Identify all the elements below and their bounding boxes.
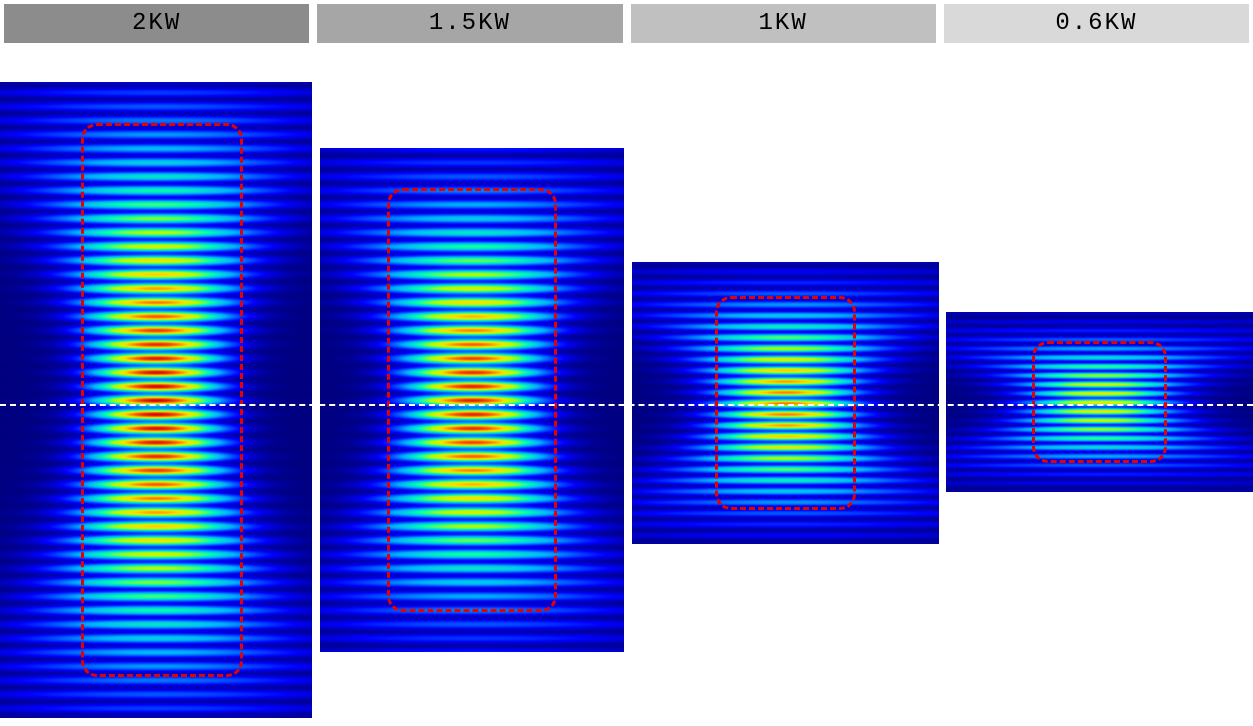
- field-canvas-3: [946, 312, 1253, 492]
- header-cell-0: 2KW: [4, 4, 309, 43]
- header-cell-3: 0.6KW: [944, 4, 1249, 43]
- header-row: 2KW 1.5KW 1KW 0.6KW: [0, 0, 1253, 43]
- field-panel-2: [632, 262, 939, 544]
- header-cell-1: 1.5KW: [317, 4, 622, 43]
- field-panel-3: [946, 312, 1253, 492]
- field-panel-0: [0, 82, 312, 718]
- field-canvas-2: [632, 262, 939, 544]
- field-panel-1: [320, 148, 624, 652]
- panels-container: [0, 43, 1253, 723]
- field-canvas-1: [320, 148, 624, 652]
- header-cell-2: 1KW: [631, 4, 936, 43]
- field-canvas-0: [0, 82, 312, 718]
